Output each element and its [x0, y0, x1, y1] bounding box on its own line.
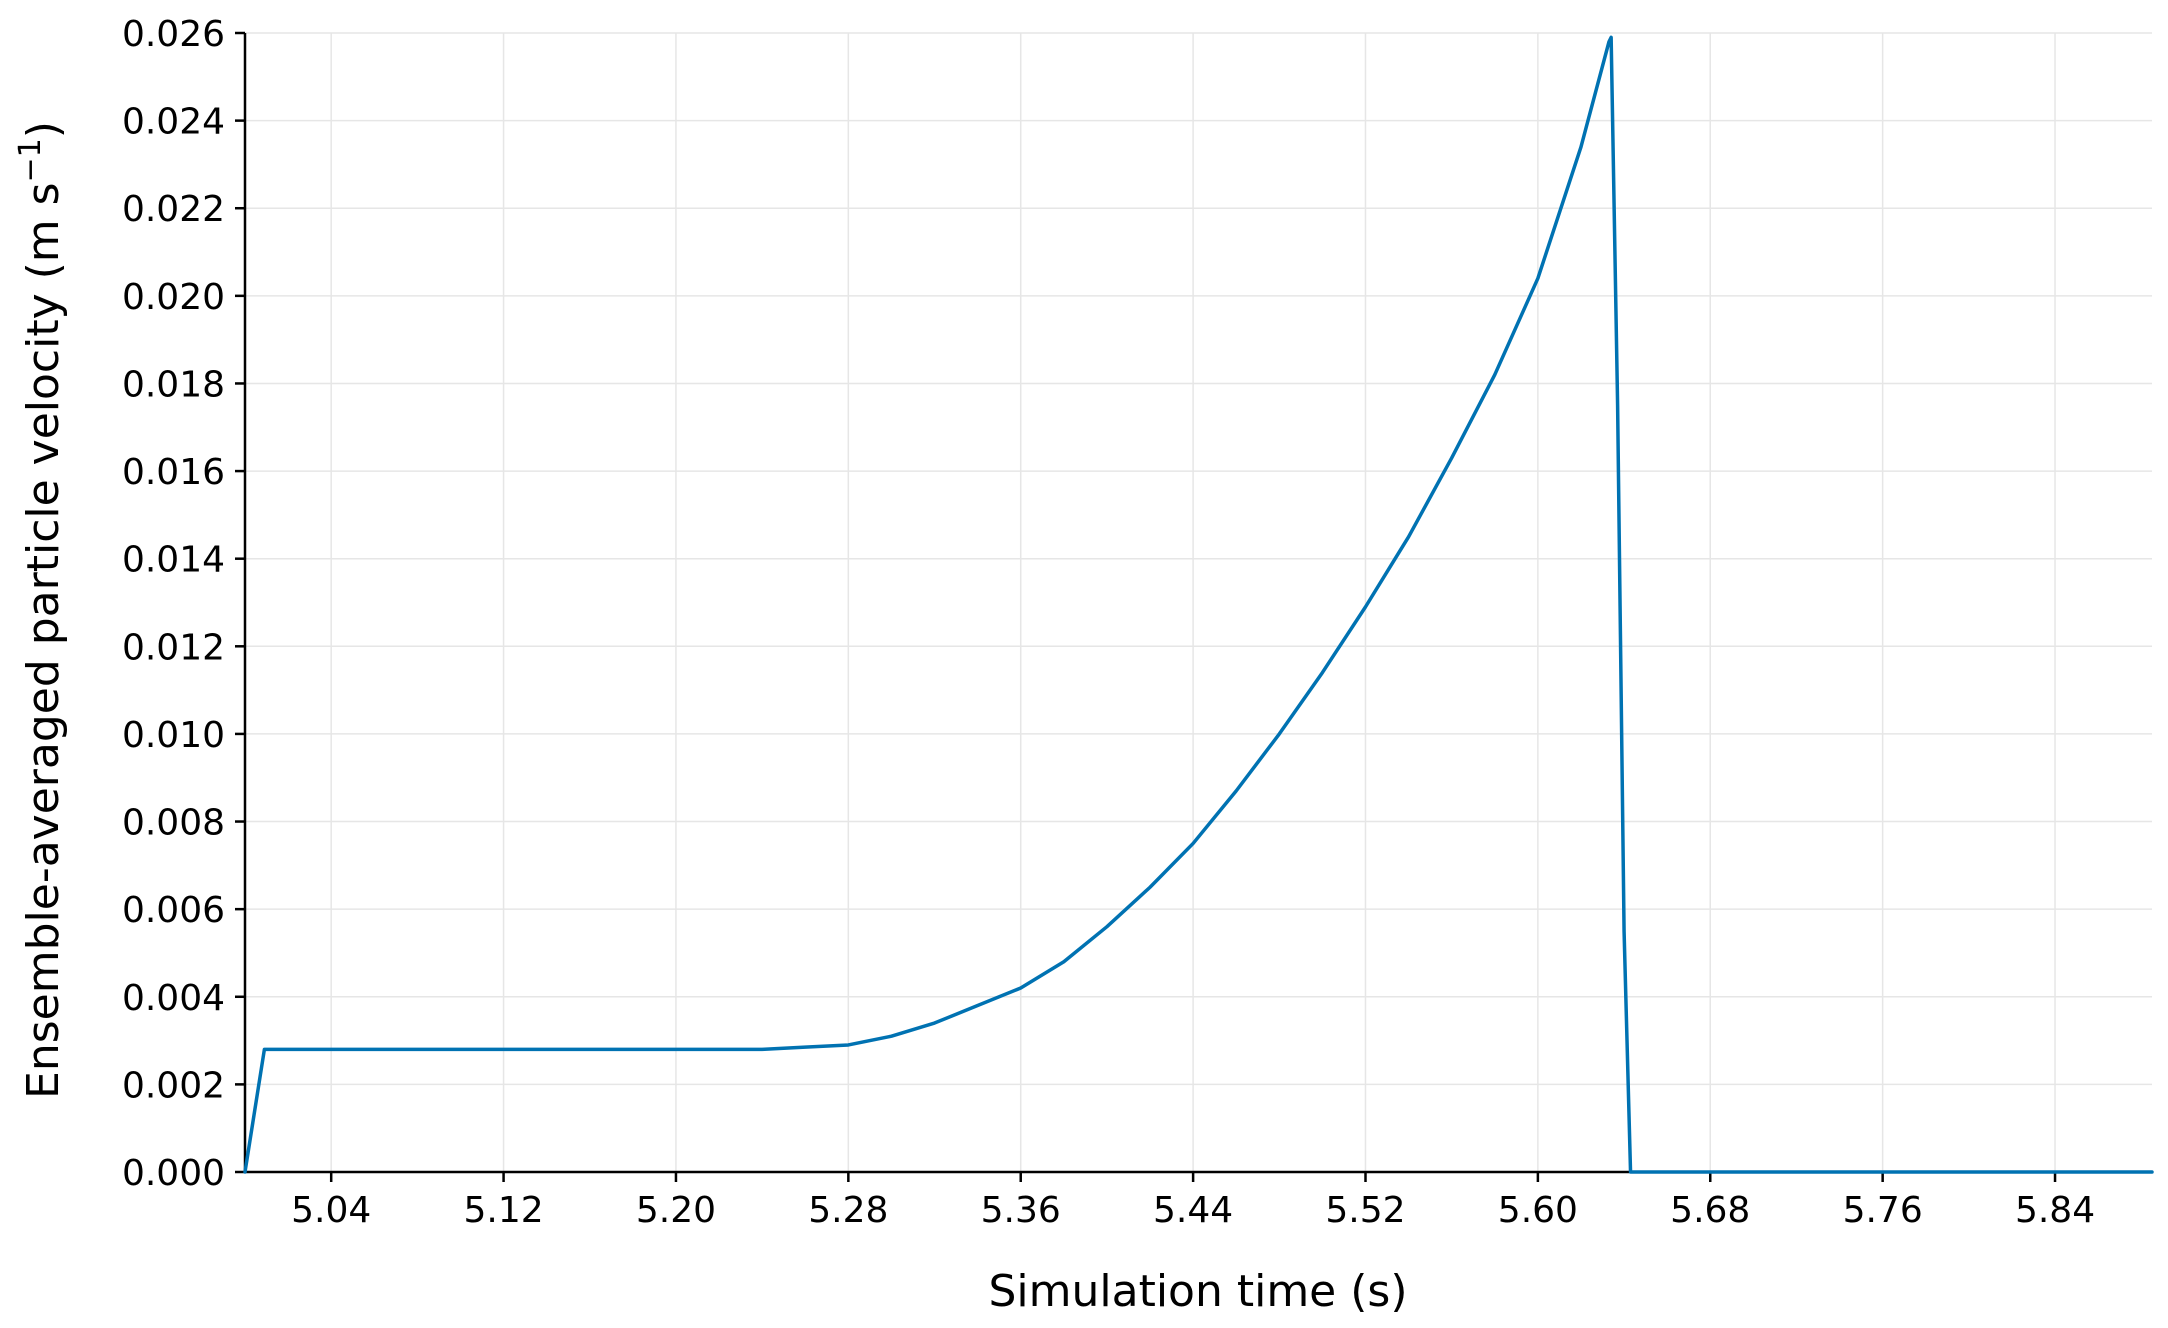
y-tick-label: 0.014	[122, 540, 225, 581]
x-tick-label: 5.60	[1498, 1190, 1578, 1231]
y-axis-title-suffix: )	[18, 121, 69, 138]
y-tick-label: 0.022	[122, 189, 225, 230]
y-tick-label: 0.006	[122, 890, 225, 931]
y-tick-label: 0.026	[122, 14, 225, 55]
x-tick-label: 5.20	[636, 1190, 716, 1231]
x-tick-label: 5.52	[1325, 1190, 1405, 1231]
y-tick-label: 0.018	[122, 364, 225, 405]
y-tick-label: 0.024	[122, 102, 225, 143]
series-lines	[243, 35, 2154, 1174]
x-tick-label: 5.84	[2015, 1190, 2095, 1231]
y-tick-label: 0.008	[122, 803, 225, 844]
tick-labels: 5.04 5.12 5.20 5.28 5.36 5.44 5.52 5.60 5.68 5.76…	[122, 14, 2095, 1231]
y-axis-title-superscript: −1	[13, 138, 48, 182]
x-tick-label: 5.36	[981, 1190, 1061, 1231]
y-axis-title-text: Ensemble-averaged particle velocity (m s	[18, 182, 69, 1099]
x-tick-label: 5.28	[808, 1190, 888, 1231]
x-tick-label: 5.04	[291, 1190, 371, 1231]
x-axis-title: Simulation time (s)	[988, 1266, 1407, 1317]
y-tick-label: 0.020	[122, 277, 225, 318]
x-tick-label: 5.76	[1843, 1190, 1923, 1231]
x-tick-label: 5.12	[463, 1190, 543, 1231]
y-tick-label: 0.016	[122, 452, 225, 493]
y-tick-label: 0.000	[122, 1153, 225, 1194]
series-line	[243, 35, 2154, 1174]
y-tick-label: 0.004	[122, 978, 225, 1019]
y-axis-title: Ensemble-averaged particle velocity (m s…	[13, 121, 69, 1099]
x-tick-label: 5.44	[1153, 1190, 1233, 1231]
x-tick-label: 5.68	[1670, 1190, 1750, 1231]
y-tick-label: 0.010	[122, 715, 225, 756]
y-tick-label: 0.002	[122, 1065, 225, 1106]
y-tick-label: 0.012	[122, 627, 225, 668]
grid-lines	[245, 32, 2152, 1173]
